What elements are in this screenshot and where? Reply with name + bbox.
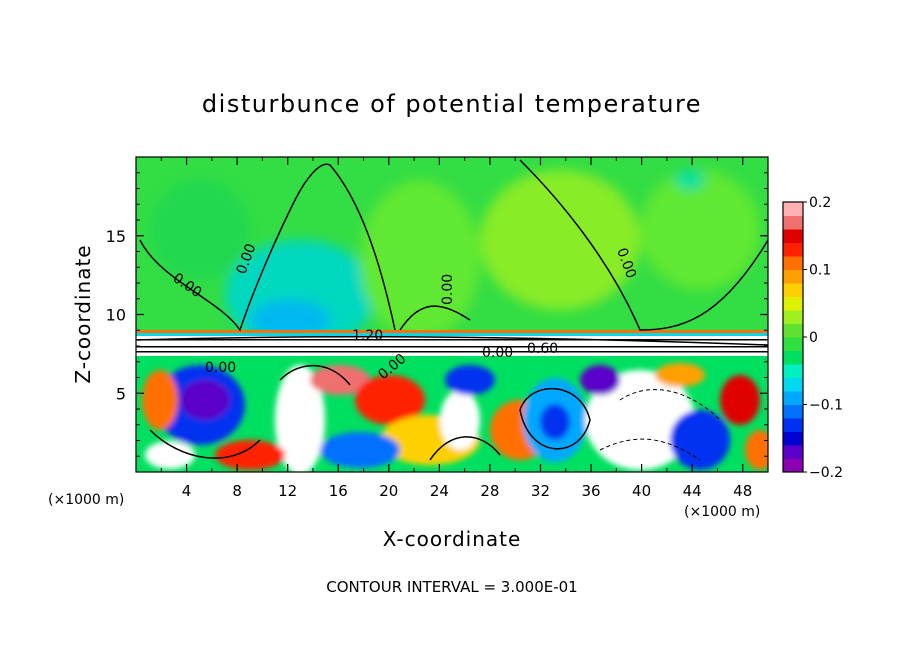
colorbar-segment: [783, 283, 803, 297]
contour-label: 0.00: [482, 345, 513, 361]
colorbar-segment: [783, 364, 803, 378]
colorbar-tick-label: −0.1: [809, 398, 843, 414]
colorbar-segment: [783, 391, 803, 405]
y-axis-label: Z-coordinate: [71, 244, 95, 383]
x-axis-label: X-coordinate: [383, 527, 522, 551]
colorbar-segment: [783, 418, 803, 432]
y-axis: 5 10 15: [106, 172, 768, 457]
y-tick-label: 15: [106, 227, 126, 246]
x-tick-label: 28: [480, 482, 499, 500]
colorbar-tick-label: 0.1: [809, 263, 831, 279]
colorbar: [782, 201, 804, 473]
colorbar-segment: [783, 377, 803, 392]
colorbar-segment: [783, 350, 803, 365]
colorbar-segment: [783, 296, 803, 311]
contour-label: 0.60: [527, 341, 558, 357]
chart-title: disturbunce of potential temperature: [202, 90, 702, 118]
y-tick-label: 5: [116, 384, 126, 403]
colorbar-segment: [783, 229, 803, 243]
contour-interval-note: CONTOUR INTERVAL = 3.000E-01: [326, 578, 577, 596]
x-tick-label: 12: [278, 482, 297, 500]
colorbar-segment: [783, 202, 803, 216]
colorbar-segment: [783, 404, 803, 419]
colorbar-segment: [783, 215, 803, 230]
x-tick-label: 4: [182, 482, 192, 500]
x-tick-label: 40: [632, 482, 651, 500]
colorbar-segment: [783, 337, 803, 351]
x-tick-label: 48: [733, 482, 752, 500]
contour-labels: 0.00 0.00 0.00 0.00 0.00 0.00 1.20 0.00 …: [170, 242, 639, 383]
x-tick-label: 24: [430, 482, 449, 500]
x-axis: 4 8 12 16 20 24 28 32 36 40 44 48: [160, 157, 752, 500]
colorbar-segment: [783, 256, 803, 270]
x-unit-right: (×1000 m): [684, 504, 760, 520]
x-tick-label: 44: [683, 482, 702, 500]
colorbar-segment: [783, 269, 803, 284]
colorbar-tick-label: 0.2: [809, 195, 831, 211]
x-unit-left: (×1000 m): [48, 492, 124, 508]
colorbar-segment: [783, 458, 803, 473]
colorbar-segment: [783, 431, 803, 446]
colorbar-segment: [783, 310, 803, 324]
x-tick-label: 20: [379, 482, 398, 500]
heatmap-field: [136, 157, 768, 472]
colorbar-ticks: 0.2 0.1 0 −0.1 −0.2: [803, 195, 843, 481]
colorbar-tick-label: 0: [809, 330, 818, 346]
colorbar-tick-label: −0.2: [809, 465, 843, 481]
x-tick-label: 32: [531, 482, 550, 500]
x-tick-label: 16: [329, 482, 348, 500]
contour-label: 0.00: [205, 360, 236, 376]
contour-label: 1.20: [352, 328, 383, 344]
colorbar-segment: [783, 445, 803, 459]
contour-label: 0.00: [440, 274, 456, 305]
x-tick-label: 36: [581, 482, 600, 500]
y-tick-label: 10: [106, 306, 126, 325]
colorbar-segment: [783, 323, 803, 338]
x-tick-label: 8: [232, 482, 242, 500]
colorbar-segment: [783, 242, 803, 257]
